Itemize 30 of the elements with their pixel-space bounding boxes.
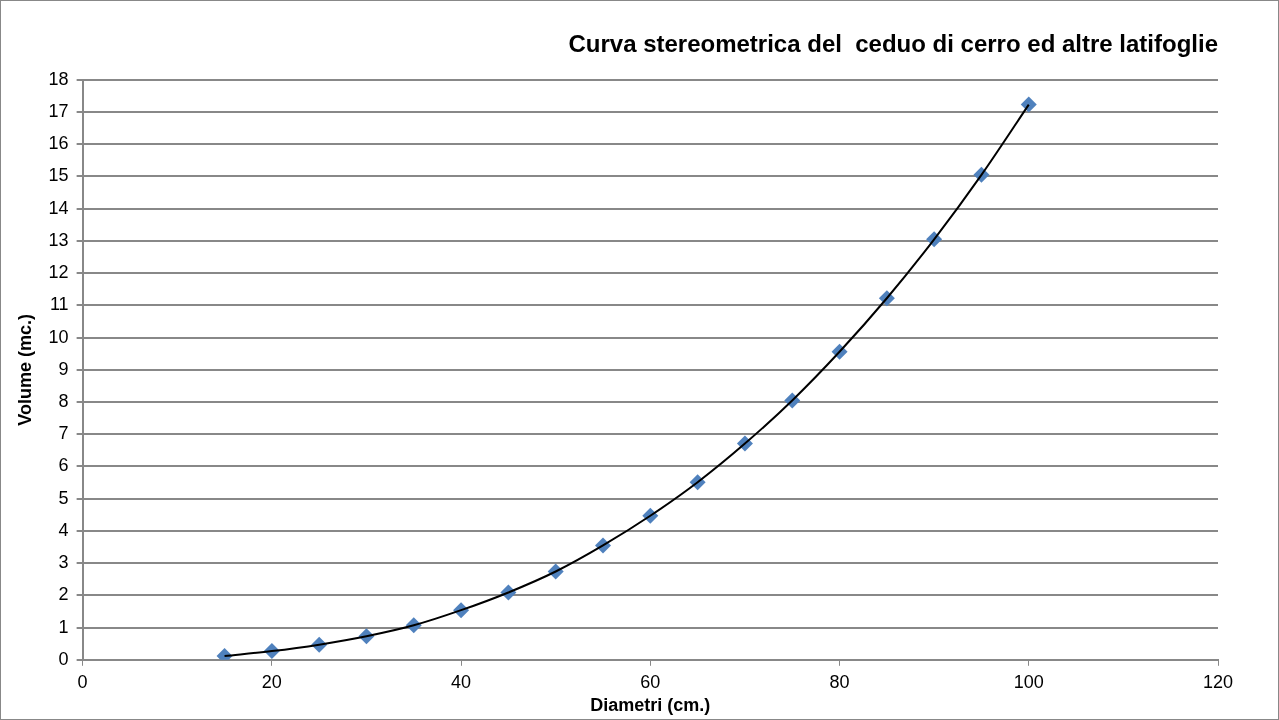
x-tick-label: 0: [77, 671, 88, 692]
y-tick-label: 10: [48, 326, 69, 347]
y-tick-label: 8: [58, 390, 69, 411]
y-tick-label: 1: [58, 616, 69, 637]
x-tick-label: 40: [451, 671, 472, 692]
y-tick-label: 4: [58, 519, 69, 540]
y-tick-label: 14: [48, 197, 69, 218]
y-tick-label: 13: [48, 229, 69, 250]
x-tick-label: 120: [1202, 671, 1234, 692]
y-tick-label: 5: [58, 487, 69, 508]
y-tick-label: 15: [48, 165, 69, 186]
y-tick-label: 3: [58, 552, 69, 573]
y-tick-label: 6: [58, 455, 69, 476]
y-tick-label: 2: [58, 584, 69, 605]
x-tick-label: 20: [261, 671, 282, 692]
point: [1020, 96, 1037, 113]
y-axis-title: Volume (mc.): [14, 313, 35, 426]
x-tick-label: 60: [640, 671, 661, 692]
y-tick-label: 7: [58, 423, 69, 444]
x-tick-label: 100: [1013, 671, 1044, 692]
y-tick-label: 0: [58, 648, 69, 669]
y-tick-label: 9: [58, 358, 69, 379]
x-axis-title: Diametri (cm.): [590, 695, 711, 716]
y-tick-label: 11: [49, 294, 69, 315]
x-tick-label: 80: [829, 671, 850, 692]
y-tick-label: 18: [48, 68, 69, 89]
y-tick-label: 16: [48, 133, 69, 154]
chart-title: Curva stereometrica del ceduo di cerro ed altre latifoglie: [568, 30, 1218, 58]
y-tick-label: 12: [48, 262, 69, 283]
y-tick-label: 17: [48, 100, 69, 121]
